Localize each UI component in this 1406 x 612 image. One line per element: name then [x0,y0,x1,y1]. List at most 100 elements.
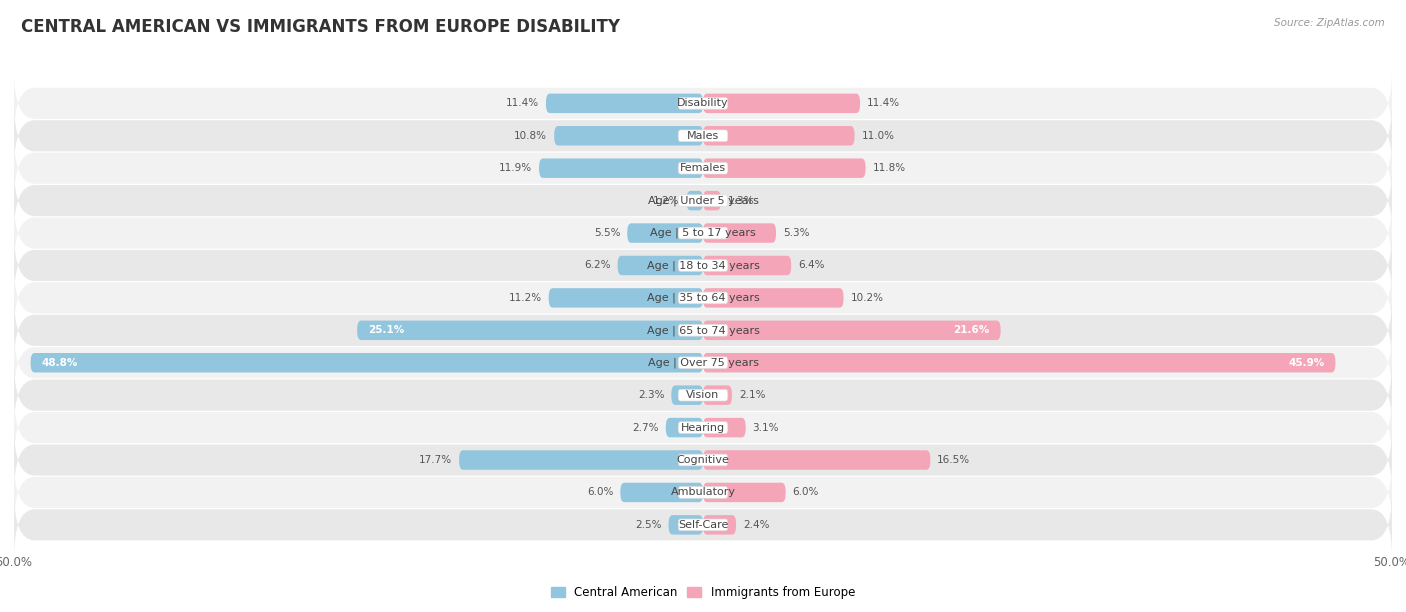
Text: 5.3%: 5.3% [783,228,810,238]
Text: 16.5%: 16.5% [938,455,970,465]
FancyBboxPatch shape [703,191,721,211]
FancyBboxPatch shape [678,357,728,368]
FancyBboxPatch shape [546,94,703,113]
FancyBboxPatch shape [703,159,866,178]
FancyBboxPatch shape [14,362,1392,428]
FancyBboxPatch shape [678,162,728,174]
FancyBboxPatch shape [666,418,703,438]
FancyBboxPatch shape [678,130,728,141]
Text: Ambulatory: Ambulatory [671,487,735,498]
FancyBboxPatch shape [31,353,703,373]
Text: 1.2%: 1.2% [652,196,679,206]
Text: 5.5%: 5.5% [593,228,620,238]
FancyBboxPatch shape [548,288,703,308]
FancyBboxPatch shape [678,292,728,304]
FancyBboxPatch shape [703,450,931,470]
FancyBboxPatch shape [703,94,860,113]
Text: Age | 35 to 64 years: Age | 35 to 64 years [647,293,759,303]
FancyBboxPatch shape [671,386,703,405]
FancyBboxPatch shape [14,395,1392,461]
Text: 1.3%: 1.3% [728,196,754,206]
FancyBboxPatch shape [14,168,1392,234]
Text: 11.0%: 11.0% [862,131,894,141]
FancyBboxPatch shape [14,200,1392,266]
Text: 3.1%: 3.1% [752,423,779,433]
Text: 11.2%: 11.2% [509,293,541,303]
FancyBboxPatch shape [703,386,733,405]
Text: 2.4%: 2.4% [742,520,769,530]
Text: Vision: Vision [686,390,720,400]
FancyBboxPatch shape [617,256,703,275]
Text: 6.0%: 6.0% [793,487,818,498]
Text: 10.2%: 10.2% [851,293,883,303]
FancyBboxPatch shape [669,515,703,535]
Text: 2.5%: 2.5% [636,520,662,530]
FancyBboxPatch shape [703,353,1336,373]
Text: 2.3%: 2.3% [638,390,665,400]
Text: 21.6%: 21.6% [953,326,990,335]
Text: Age | 65 to 74 years: Age | 65 to 74 years [647,325,759,335]
FancyBboxPatch shape [14,103,1392,169]
Text: 6.4%: 6.4% [799,261,824,271]
FancyBboxPatch shape [703,483,786,502]
Text: Disability: Disability [678,99,728,108]
Text: 11.4%: 11.4% [868,99,900,108]
Text: 25.1%: 25.1% [368,326,405,335]
Text: Self-Care: Self-Care [678,520,728,530]
FancyBboxPatch shape [703,223,776,243]
FancyBboxPatch shape [703,418,745,438]
FancyBboxPatch shape [703,126,855,146]
FancyBboxPatch shape [678,422,728,433]
Text: Source: ZipAtlas.com: Source: ZipAtlas.com [1274,18,1385,28]
FancyBboxPatch shape [678,259,728,271]
Text: 11.9%: 11.9% [499,163,531,173]
Text: Hearing: Hearing [681,423,725,433]
Text: 6.2%: 6.2% [583,261,610,271]
FancyBboxPatch shape [554,126,703,146]
FancyBboxPatch shape [14,492,1392,558]
Text: CENTRAL AMERICAN VS IMMIGRANTS FROM EUROPE DISABILITY: CENTRAL AMERICAN VS IMMIGRANTS FROM EURO… [21,18,620,36]
Text: 2.7%: 2.7% [633,423,659,433]
Text: 11.4%: 11.4% [506,99,538,108]
Text: 6.0%: 6.0% [588,487,613,498]
FancyBboxPatch shape [678,519,728,531]
FancyBboxPatch shape [620,483,703,502]
FancyBboxPatch shape [14,265,1392,331]
Text: 11.8%: 11.8% [873,163,905,173]
FancyBboxPatch shape [14,297,1392,364]
Text: Age | Under 5 years: Age | Under 5 years [648,195,758,206]
FancyBboxPatch shape [703,288,844,308]
Text: Age | 18 to 34 years: Age | 18 to 34 years [647,260,759,271]
Text: 10.8%: 10.8% [515,131,547,141]
FancyBboxPatch shape [678,195,728,206]
FancyBboxPatch shape [678,97,728,109]
FancyBboxPatch shape [678,389,728,401]
FancyBboxPatch shape [14,427,1392,493]
Text: Females: Females [681,163,725,173]
Text: 2.1%: 2.1% [738,390,765,400]
FancyBboxPatch shape [460,450,703,470]
Text: Cognitive: Cognitive [676,455,730,465]
FancyBboxPatch shape [703,256,792,275]
FancyBboxPatch shape [678,227,728,239]
Text: 48.8%: 48.8% [42,358,77,368]
FancyBboxPatch shape [703,321,1001,340]
FancyBboxPatch shape [14,233,1392,299]
FancyBboxPatch shape [14,330,1392,396]
FancyBboxPatch shape [14,135,1392,201]
Text: 17.7%: 17.7% [419,455,453,465]
FancyBboxPatch shape [14,70,1392,136]
FancyBboxPatch shape [703,515,737,535]
FancyBboxPatch shape [678,487,728,498]
Text: Age | Over 75 years: Age | Over 75 years [648,357,758,368]
FancyBboxPatch shape [686,191,703,211]
FancyBboxPatch shape [678,454,728,466]
FancyBboxPatch shape [627,223,703,243]
FancyBboxPatch shape [678,324,728,336]
Legend: Central American, Immigrants from Europe: Central American, Immigrants from Europe [546,581,860,603]
FancyBboxPatch shape [538,159,703,178]
FancyBboxPatch shape [14,460,1392,526]
Text: 45.9%: 45.9% [1288,358,1324,368]
Text: Age | 5 to 17 years: Age | 5 to 17 years [650,228,756,238]
Text: Males: Males [688,131,718,141]
